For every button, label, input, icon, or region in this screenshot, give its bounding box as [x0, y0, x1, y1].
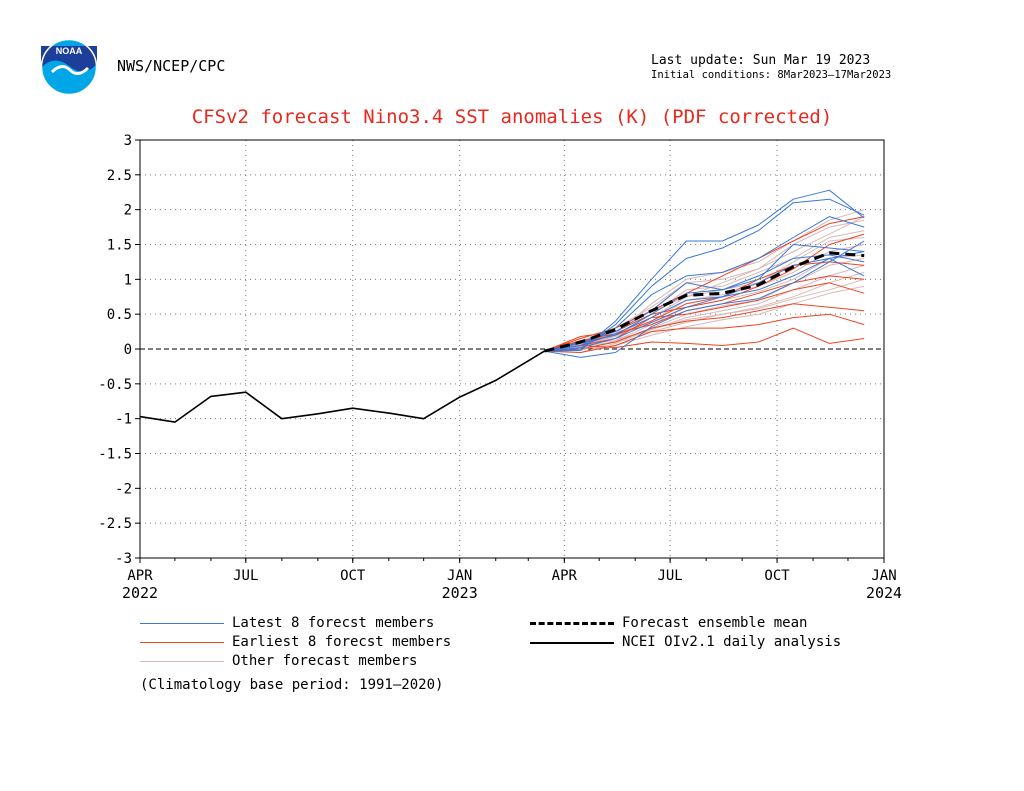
legend-label-earliest: Earliest 8 forecst members	[232, 634, 452, 650]
x-tick-label: OCT	[764, 568, 790, 584]
legend-label-mean: Forecast ensemble mean	[622, 615, 808, 631]
other-members-group	[544, 209, 865, 353]
latest-member-line	[544, 257, 865, 352]
y-tick-label: -2.5	[98, 516, 132, 532]
analysis-member-line	[139, 350, 545, 423]
last-update: Last update: Sun Mar 19 2023	[651, 53, 871, 68]
legend-swatch-mean	[530, 622, 614, 625]
logo-seagull-icon	[50, 65, 90, 75]
x-tick-label: OCT	[340, 568, 366, 584]
legend-label-other: Other forecast members	[232, 653, 418, 669]
y-tick-label: 1	[124, 272, 132, 288]
other-member-line	[544, 285, 865, 352]
y-tick-label: 3	[124, 133, 132, 149]
logo-text: NOAA	[56, 46, 83, 56]
earliest-member-line	[544, 327, 865, 352]
legend-swatch-earliest	[140, 642, 224, 643]
other-member-line	[544, 216, 865, 352]
logo-ring	[40, 38, 98, 96]
y-tick-label: 2	[124, 203, 132, 219]
latest-member-line	[544, 251, 865, 352]
latest-member-line	[544, 240, 865, 358]
latest-member-line	[544, 216, 865, 352]
x-tick-year-label: 2024	[866, 584, 902, 602]
y-axis: 3 2.5 2 1.5 1 0.5 0 -0.5 -1 -1.5 -2 -2.5 -3	[98, 133, 140, 567]
noaa-logo: NOAA	[40, 38, 98, 96]
y-tick-label: 0.5	[107, 307, 132, 323]
x-tick-year-label: 2022	[122, 584, 158, 602]
agency-label: NWS/NCEP/CPC	[117, 57, 226, 75]
ensemble-mean-group	[544, 251, 865, 353]
climatology-note: (Climatology base period: 1991—2020)	[140, 677, 444, 693]
other-member-line	[544, 257, 865, 352]
latest-members-group	[544, 189, 865, 358]
logo-sky	[41, 46, 97, 72]
chart-title: CFSv2 forecast Nino3.4 SST anomalies (K)…	[191, 106, 833, 128]
x-tick-label: JAN	[447, 568, 472, 584]
legend-swatch-latest	[140, 623, 224, 624]
y-tick-label: 2.5	[107, 168, 132, 184]
other-member-line	[544, 209, 865, 352]
legend-swatch-other	[140, 661, 224, 662]
latest-member-line	[544, 189, 865, 352]
earliest-member-line	[544, 216, 865, 352]
y-tick-label: -1.5	[98, 447, 132, 463]
y-tick-label: 0	[124, 342, 132, 358]
x-tick-year-label: 2023	[442, 584, 478, 602]
y-tick-label: -1	[115, 412, 132, 428]
y-tick-label: -2	[115, 481, 132, 497]
x-tick-label: JAN	[871, 568, 896, 584]
mean-member-line	[544, 251, 865, 353]
other-member-line	[544, 264, 865, 353]
earliest-member-line	[544, 282, 865, 352]
x-tick-label: APR	[552, 568, 578, 584]
earliest-members-group	[544, 216, 865, 353]
analysis-group	[139, 350, 545, 423]
y-tick-label: 1.5	[107, 238, 132, 254]
y-tick-label: -3	[115, 551, 132, 567]
earliest-member-line	[544, 261, 865, 352]
earliest-member-line	[544, 313, 865, 353]
x-tick-label: APR	[127, 568, 153, 584]
earliest-member-line	[544, 303, 865, 352]
initial-conditions: Initial conditions: 8Mar2023–17Mar2023	[651, 69, 892, 81]
x-tick-label: JUL	[657, 568, 682, 584]
legend-label-latest: Latest 8 forecst members	[232, 615, 435, 631]
other-member-line	[544, 237, 865, 352]
x-tick-label: JUL	[233, 568, 258, 584]
legend-label-analysis: NCEI OIv2.1 daily analysis	[622, 634, 842, 650]
y-tick-label: -0.5	[98, 377, 132, 393]
legend-swatch-analysis	[530, 642, 614, 644]
